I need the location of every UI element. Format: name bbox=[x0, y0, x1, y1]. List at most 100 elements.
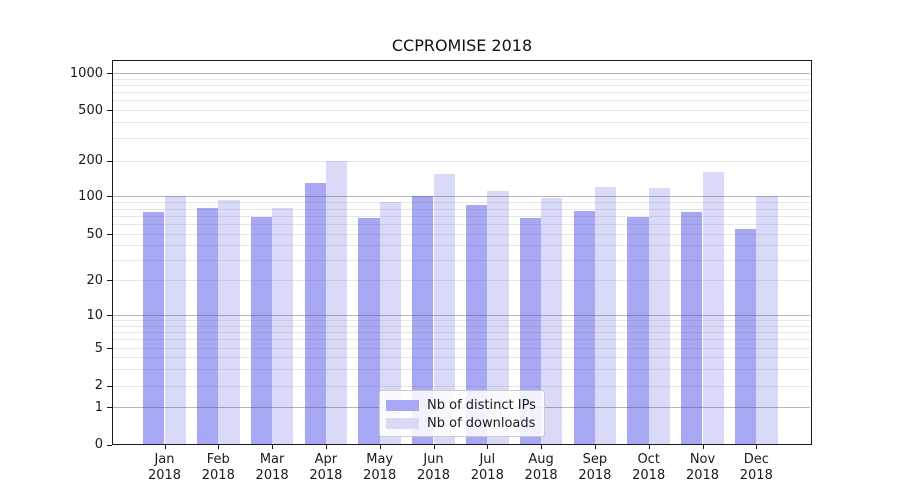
x-tick-dec bbox=[756, 445, 758, 449]
gridline-major-1000 bbox=[113, 73, 810, 74]
x-tick-label-may: May 2018 bbox=[350, 452, 410, 484]
y-tick-label-2: 2 bbox=[94, 378, 103, 393]
y-tick-20 bbox=[107, 280, 112, 281]
legend-row-downloads: Nb of downloads bbox=[380, 414, 544, 432]
chart-title: CCPROMISE 2018 bbox=[391, 36, 533, 55]
y-tick-label-10: 10 bbox=[86, 307, 103, 323]
y-tick-50 bbox=[107, 234, 112, 235]
gridline-minor-30 bbox=[113, 259, 810, 261]
x-tick-label-month-jun: Jun bbox=[423, 452, 444, 467]
x-tick-label-year-dec: 2018 bbox=[739, 468, 773, 483]
x-tick-label-oct: Oct 2018 bbox=[619, 452, 679, 484]
x-tick-label-year-jul: 2018 bbox=[470, 468, 504, 483]
bar-distinct-ips-nov bbox=[681, 212, 703, 445]
x-tick-label-month-sep: Sep bbox=[582, 452, 608, 467]
legend-swatch-distinct-ips-icon bbox=[386, 399, 419, 411]
x-tick-label-year-mar: 2018 bbox=[255, 468, 289, 483]
bar-downloads-jul bbox=[487, 191, 509, 445]
y-tick-label-20: 20 bbox=[86, 272, 103, 288]
bar-distinct-ips-sep bbox=[573, 211, 595, 445]
gridline-minor-800 bbox=[113, 84, 810, 86]
x-tick-label-year-nov: 2018 bbox=[685, 468, 720, 483]
legend-label-downloads: Nb of downloads bbox=[427, 415, 536, 431]
y-tick-label-500: 500 bbox=[78, 102, 103, 118]
gridline-minor-4 bbox=[113, 357, 810, 359]
bar-distinct-ips-aug bbox=[519, 218, 542, 445]
gridline-minor-70 bbox=[113, 215, 810, 217]
y-tick-label-50: 50 bbox=[86, 226, 103, 242]
y-tick-200 bbox=[107, 160, 112, 162]
y-tick-2 bbox=[107, 385, 112, 387]
bar-downloads-may bbox=[379, 201, 402, 445]
gridline-major-100 bbox=[113, 196, 810, 198]
y-tick-label-100: 100 bbox=[78, 188, 103, 204]
legend: Nb of distinct IPs Nb of downloads bbox=[379, 390, 545, 437]
x-tick-sep bbox=[594, 445, 596, 449]
x-tick-label-month-may: May bbox=[366, 452, 394, 467]
gridline-minor-3 bbox=[113, 368, 810, 370]
gridline-minor-8 bbox=[113, 325, 810, 327]
x-tick-label-month-feb: Feb bbox=[206, 452, 230, 467]
gridline-minor-80 bbox=[113, 208, 810, 210]
gridline-minor-600 bbox=[113, 100, 810, 102]
x-tick-label-month-apr: Apr bbox=[314, 452, 338, 467]
x-tick-label-jul: Jul 2018 bbox=[457, 452, 517, 484]
bar-downloads-feb bbox=[218, 199, 240, 445]
gridline-minor-900 bbox=[113, 78, 810, 80]
x-tick-label-year-oct: 2018 bbox=[632, 468, 666, 483]
x-tick-aug bbox=[541, 445, 543, 449]
gridline-minor-50 bbox=[113, 234, 810, 235]
x-tick-label-year-jan: 2018 bbox=[147, 468, 182, 483]
gridline-minor-20 bbox=[113, 280, 810, 281]
x-tick-label-month-mar: Mar bbox=[259, 452, 285, 467]
x-tick-jun bbox=[433, 445, 435, 449]
legend-label-distinct-ips: Nb of distinct IPs bbox=[427, 397, 536, 413]
gridline-minor-9 bbox=[113, 320, 810, 322]
bar-distinct-ips-apr bbox=[304, 183, 326, 445]
y-tick-label-1000: 1000 bbox=[69, 65, 103, 81]
gridline-minor-700 bbox=[113, 92, 810, 94]
x-tick-label-month-aug: Aug bbox=[528, 452, 554, 467]
y-tick-label-5: 5 bbox=[94, 340, 103, 356]
x-tick-label-month-jul: Jul bbox=[479, 452, 496, 467]
gridline-minor-5 bbox=[113, 348, 810, 349]
bar-distinct-ips-mar bbox=[250, 217, 273, 445]
gridline-minor-400 bbox=[113, 122, 810, 124]
y-tick-500 bbox=[107, 110, 112, 111]
bar-downloads-apr bbox=[325, 161, 348, 445]
y-tick-label-200: 200 bbox=[78, 153, 103, 169]
gridline-major-10 bbox=[113, 315, 810, 316]
x-tick-label-year-feb: 2018 bbox=[201, 468, 235, 483]
gridline-minor-6 bbox=[113, 339, 810, 341]
bar-distinct-ips-oct bbox=[627, 216, 649, 445]
x-tick-label-year-apr: 2018 bbox=[309, 468, 343, 483]
bar-distinct-ips-feb bbox=[196, 207, 219, 445]
x-tick-jul bbox=[487, 445, 489, 449]
x-tick-apr bbox=[325, 445, 327, 449]
x-tick-label-year-may: 2018 bbox=[363, 468, 397, 483]
y-tick-1000 bbox=[107, 73, 112, 74]
y-tick-1 bbox=[107, 407, 112, 408]
bar-downloads-jan bbox=[164, 196, 186, 445]
bar-downloads-aug bbox=[541, 198, 563, 445]
x-tick-oct bbox=[648, 445, 650, 449]
gridline-minor-7 bbox=[113, 331, 810, 333]
bar-downloads-jun bbox=[433, 174, 455, 445]
x-tick-label-aug: Aug 2018 bbox=[511, 452, 571, 484]
x-tick-label-apr: Apr 2018 bbox=[296, 452, 356, 484]
gridline-minor-200 bbox=[113, 160, 810, 162]
x-tick-label-month-oct: Oct bbox=[637, 452, 660, 467]
x-tick-label-year-sep: 2018 bbox=[578, 468, 612, 483]
x-tick-label-jan: Jan 2018 bbox=[135, 452, 195, 484]
x-tick-label-month-dec: Dec bbox=[743, 452, 769, 467]
bar-downloads-dec bbox=[756, 196, 778, 445]
gridline-minor-2 bbox=[113, 385, 810, 387]
gridline-minor-90 bbox=[113, 202, 810, 204]
x-tick-nov bbox=[702, 445, 704, 449]
legend-row-distinct-ips: Nb of distinct IPs bbox=[380, 396, 544, 414]
x-tick-label-month-jan: Jan bbox=[154, 452, 175, 467]
